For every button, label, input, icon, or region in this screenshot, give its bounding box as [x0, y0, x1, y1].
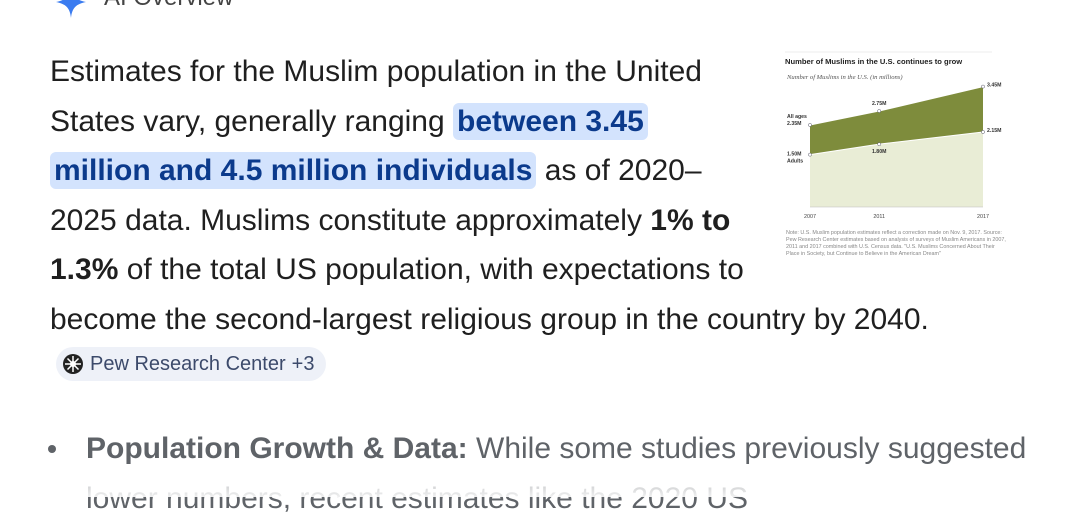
chip-more: +3 [291, 353, 315, 375]
value-label: 2.35M [787, 121, 801, 127]
x-tick-label: 2007 [804, 214, 816, 220]
adults-area [810, 131, 983, 207]
point [877, 142, 882, 147]
chart-note: Note: U.S. Muslim population estimates r… [786, 230, 1006, 257]
source-icon [63, 354, 83, 374]
point [981, 130, 985, 134]
ai-icon [56, 0, 86, 18]
value-label: 1.80M [872, 149, 886, 155]
point [808, 152, 812, 157]
text: Estimates for the Muslim population in t… [50, 55, 702, 138]
all-ages-area [810, 86, 983, 155]
series-name: All ages [787, 114, 807, 120]
bullet-dot [48, 445, 56, 453]
point [981, 84, 985, 89]
source-chip[interactable]: Pew Research Center +3 [56, 347, 327, 381]
bullet-heading: Population Growth & Data: [86, 432, 468, 465]
thumbnail-chart[interactable]: Number of Muslims in the U.S. continues … [785, 50, 1007, 230]
value-label: 2.75M [872, 101, 886, 107]
series-name: Adults [787, 159, 803, 165]
fade-overlay [0, 465, 1085, 497]
overview-paragraph: Estimates for the Muslim population in t… [50, 47, 965, 394]
x-tick-label: 2017 [977, 214, 989, 220]
text: as of 2020–2025 data. Muslims constitute… [50, 154, 702, 237]
value-label: 2.15M [987, 128, 1001, 134]
chart-subtitle: Number of Muslims in the U.S. (in millio… [786, 74, 903, 81]
x-tick-label: 2011 [873, 214, 885, 220]
header-title: AI Overview [104, 0, 233, 12]
chart-title: Number of Muslims in the U.S. continues … [785, 57, 962, 66]
point [877, 109, 882, 113]
point [808, 123, 812, 127]
chip-label: Pew Research Center [90, 353, 286, 375]
bold-text: 1% to 1.3% [50, 203, 731, 287]
value-label: 3.45M [987, 83, 1001, 89]
text: of the total US population, with expecta… [50, 253, 929, 336]
value-label: 1.50M [787, 152, 801, 158]
